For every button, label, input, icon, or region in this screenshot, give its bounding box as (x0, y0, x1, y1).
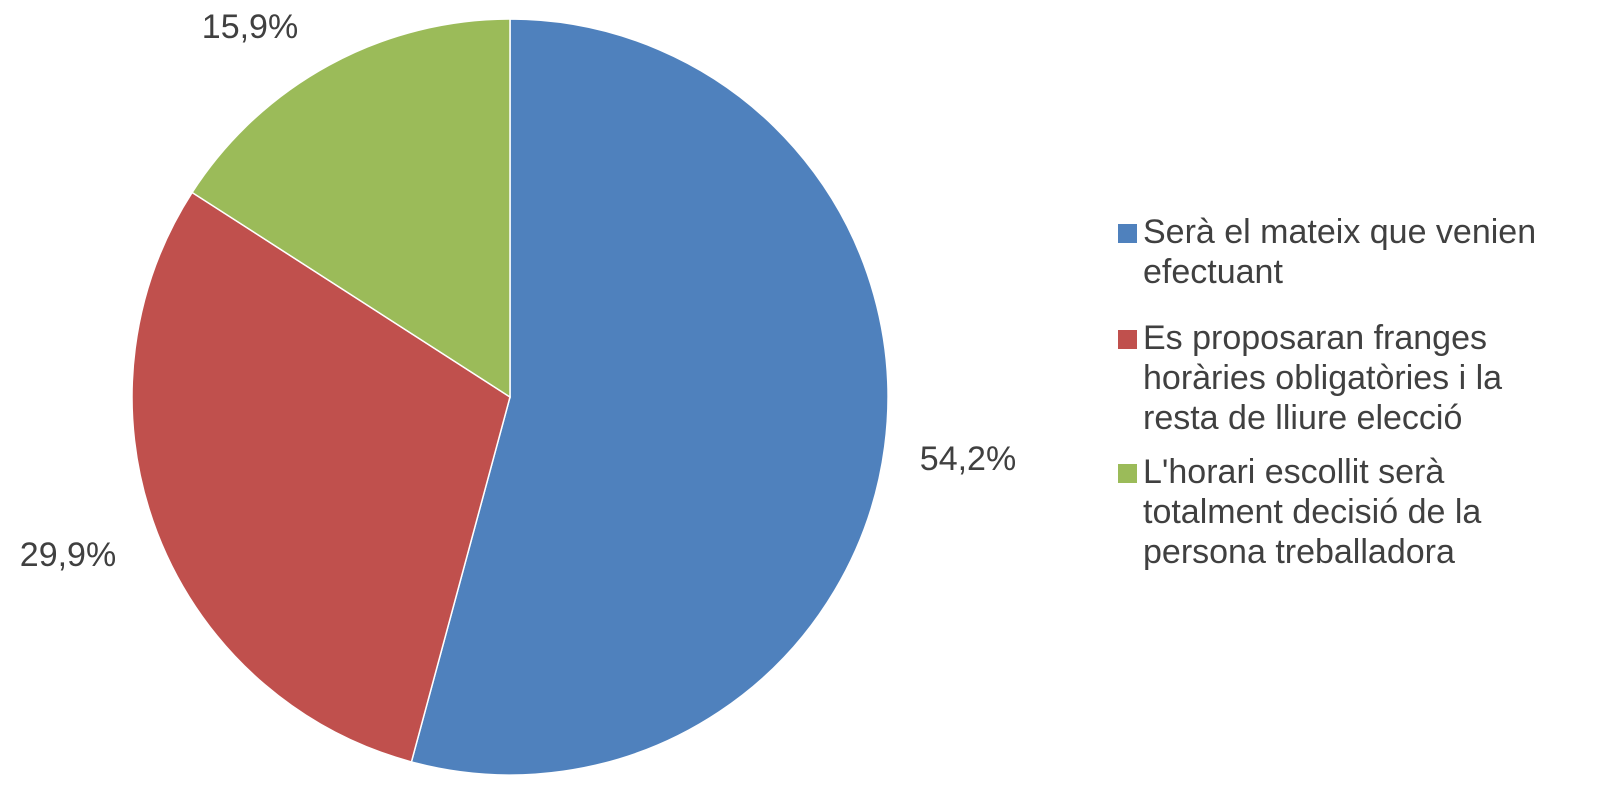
legend-swatch-icon (1118, 330, 1137, 349)
slice-value-label: 29,9% (20, 536, 116, 574)
legend-label: L'horari escollit serà totalment decisió… (1143, 453, 1482, 571)
legend-label: Serà el mateix que venien efectuant (1143, 213, 1537, 291)
slice-value-label: 54,2% (920, 440, 1016, 478)
legend-label: Es proposaran franges horàries obligatòr… (1143, 319, 1503, 437)
legend-swatch-icon (1118, 224, 1137, 243)
pie-slice (191, 18, 511, 399)
legend-swatch-icon (1118, 464, 1137, 483)
legend-item: Es proposaran franges horàries obligatòr… (1118, 318, 1618, 438)
slice-value-label: 15,9% (202, 8, 298, 46)
legend-item: L'horari escollit serà totalment decisió… (1118, 452, 1618, 572)
legend-item: Serà el mateix que venien efectuant (1118, 212, 1618, 292)
legend: Serà el mateix que venien efectuant Es p… (1118, 212, 1618, 586)
pie-slice (410, 18, 889, 776)
pie-slice (131, 191, 511, 763)
